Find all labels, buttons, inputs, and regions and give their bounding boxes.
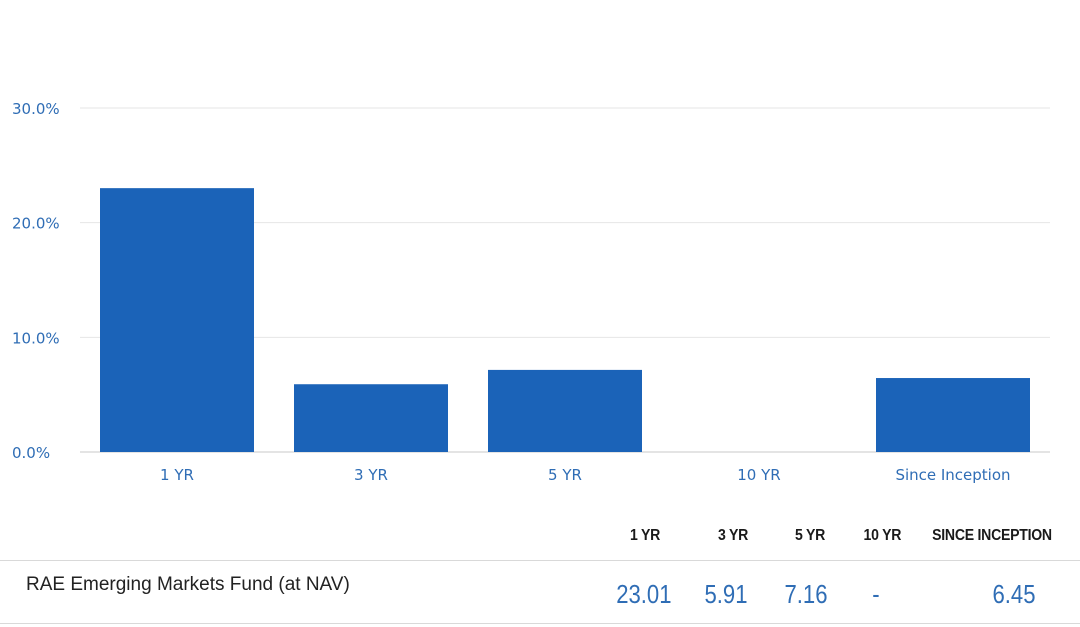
- returns-bar-chart: 0.0% 10.0% 20.0% 30.0% 1 YR 3 YR 5 YR 10 YR Sin…: [12, 100, 1050, 484]
- header-3yr: 3 YR: [718, 527, 749, 544]
- header-1yr: 1 YR: [630, 527, 661, 544]
- value-3yr: 5.91: [704, 579, 748, 609]
- y-axis-ticks: 0.0% 10.0% 20.0% 30.0%: [12, 100, 60, 462]
- x-tick-label: 10 YR: [737, 466, 780, 484]
- header-divider: [0, 560, 1080, 561]
- x-tick-label: 3 YR: [354, 466, 388, 484]
- header-10yr: 10 YR: [863, 527, 902, 544]
- bar-1-yr: [100, 188, 254, 453]
- value-since-inception: 6.45: [992, 579, 1036, 609]
- row-divider: [0, 623, 1080, 624]
- y-tick-label: 0.0%: [12, 444, 50, 462]
- value-10yr: -: [872, 579, 880, 609]
- header-5yr: 5 YR: [795, 527, 826, 544]
- value-1yr: 23.01: [616, 579, 672, 609]
- fund-name: RAE Emerging Markets Fund (at NAV): [26, 574, 350, 595]
- value-5yr: 7.16: [784, 579, 828, 609]
- bar-5-yr: [488, 369, 642, 452]
- bar-3-yr: [294, 384, 448, 452]
- bar-since-inception: [876, 378, 1030, 452]
- y-tick-label: 10.0%: [12, 329, 60, 347]
- x-tick-label: 5 YR: [548, 466, 582, 484]
- x-tick-label: Since Inception: [895, 466, 1010, 484]
- x-tick-label: 1 YR: [160, 466, 194, 484]
- returns-table: 1 YR 3 YR 5 YR 10 YR SINCE INCEPTION RAE…: [0, 515, 1080, 627]
- header-since-inception: SINCE INCEPTION: [932, 527, 1052, 544]
- x-axis-ticks: 1 YR 3 YR 5 YR 10 YR Since Inception: [160, 466, 1011, 484]
- bars: [100, 188, 1030, 453]
- y-tick-label: 20.0%: [12, 215, 60, 233]
- y-tick-label: 30.0%: [12, 100, 60, 118]
